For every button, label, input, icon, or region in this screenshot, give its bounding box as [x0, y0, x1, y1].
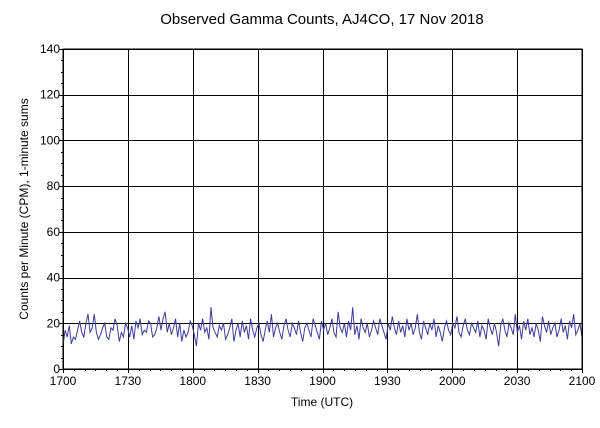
x-tick-labels: 1700 1730 1800 1830 1900 1930 2000 2030 2100	[50, 374, 596, 388]
y-tick-label: 140	[40, 42, 60, 56]
series-line	[62, 307, 583, 347]
y-tick-label: 20	[47, 316, 61, 330]
y-tick-labels: 0 20 40 60 80 100 120 140	[40, 42, 60, 376]
tick-marks	[59, 49, 583, 373]
x-tick-label: 1730	[115, 374, 142, 388]
y-axis-label: Counts per Minute (CPM), 1-minute sums	[17, 98, 31, 319]
y-tick-label: 80	[47, 179, 61, 193]
x-tick-label: 2000	[439, 374, 466, 388]
y-tick-label: 120	[40, 88, 60, 102]
x-tick-label: 1900	[309, 374, 336, 388]
y-tick-label: 60	[47, 225, 61, 239]
x-tick-label: 1800	[179, 374, 206, 388]
x-tick-label: 2100	[569, 374, 596, 388]
x-tick-label: 1830	[244, 374, 271, 388]
x-tick-label: 2030	[504, 374, 531, 388]
y-tick-label: 0	[53, 362, 60, 376]
y-tick-label: 100	[40, 133, 60, 147]
x-axis-label: Time (UTC)	[291, 395, 353, 409]
y-tick-label: 40	[47, 271, 61, 285]
x-tick-label: 1700	[50, 374, 77, 388]
chart-title: Observed Gamma Counts, AJ4CO, 17 Nov 201…	[160, 11, 484, 28]
x-tick-label: 1930	[374, 374, 401, 388]
